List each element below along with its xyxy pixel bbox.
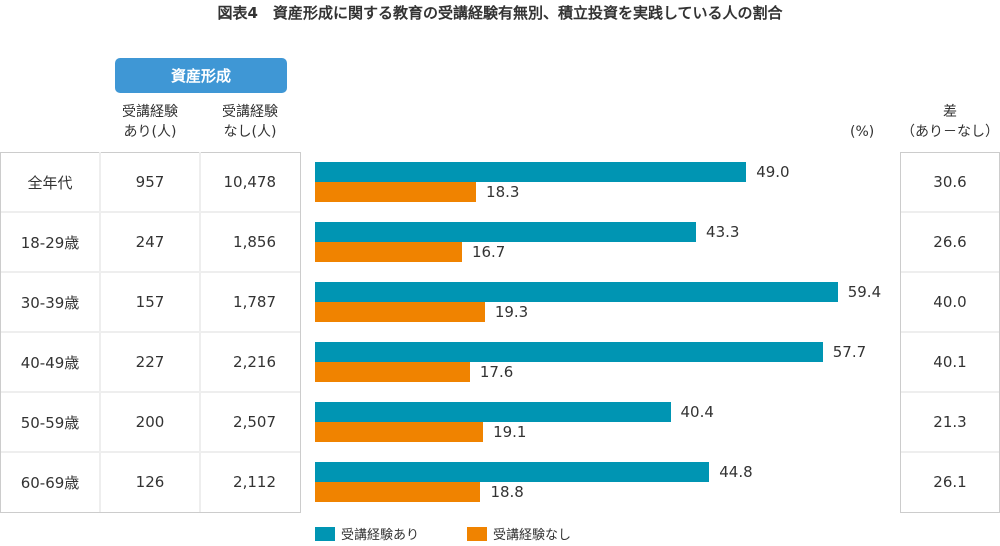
bar-label-with: 40.4 bbox=[680, 403, 714, 421]
bar-label-with: 57.7 bbox=[832, 343, 867, 361]
legend-swatch-with bbox=[315, 526, 335, 541]
bar-label-without: 18.8 bbox=[490, 483, 524, 501]
diff-cell: 26.1 bbox=[933, 473, 967, 491]
bar-label-without: 16.7 bbox=[471, 243, 506, 261]
legend-with: 受講経験あり bbox=[315, 524, 419, 543]
col-header-with-line1: 受講経験 bbox=[122, 104, 178, 120]
bar-without bbox=[315, 242, 462, 262]
unit-label: (%) bbox=[850, 124, 875, 140]
bar-label-with: 43.3 bbox=[706, 223, 740, 241]
col-header-without: 受講経験 なし(人) bbox=[200, 102, 300, 142]
diff-cell: 40.0 bbox=[933, 293, 967, 311]
group-header: 資産形成 bbox=[115, 58, 287, 93]
bar-without bbox=[315, 302, 485, 322]
diff-header: 差 （あり－なし） bbox=[900, 102, 1000, 142]
legend-label-without: 受講経験なし bbox=[493, 528, 572, 543]
n-with-cell: 157 bbox=[135, 293, 165, 311]
col-header-with: 受講経験 あり(人) bbox=[100, 102, 200, 142]
diff-header-line1: 差 bbox=[943, 104, 957, 120]
col-header-with-line2: あり(人) bbox=[123, 124, 177, 140]
bar-without bbox=[315, 482, 481, 502]
n-with-cell: 126 bbox=[135, 473, 165, 491]
col-header-without-line1: 受講経験 bbox=[222, 104, 278, 120]
bar-label-with: 44.8 bbox=[719, 463, 753, 481]
bar-without bbox=[315, 362, 470, 382]
age-cell: 50-59歳 bbox=[20, 413, 80, 432]
bar-label-without: 19.1 bbox=[493, 423, 527, 441]
n-without-cell: 2,507 bbox=[233, 413, 276, 431]
age-cell: 60-69歳 bbox=[20, 473, 80, 492]
row-divider bbox=[901, 451, 999, 453]
legend-label-with: 受講経験あり bbox=[341, 528, 420, 543]
n-with-cell: 227 bbox=[135, 353, 165, 371]
age-cell: 18-29歳 bbox=[20, 233, 80, 252]
n-with-cell: 200 bbox=[135, 413, 165, 431]
bar-with bbox=[315, 282, 838, 302]
left-table bbox=[0, 152, 301, 513]
row-divider bbox=[901, 271, 999, 273]
bar-without bbox=[315, 422, 484, 442]
chart-title: 図表4 資産形成に関する教育の受講経験有無別、積立投資を実践している人の割合 bbox=[217, 4, 783, 22]
diff-header-line2: （あり－なし） bbox=[901, 124, 999, 140]
bar-label-with: 49.0 bbox=[756, 163, 790, 181]
bar-label-without: 17.6 bbox=[479, 363, 514, 381]
n-without-cell: 1,856 bbox=[233, 233, 276, 251]
n-without-cell: 1,787 bbox=[233, 293, 276, 311]
bar-with bbox=[315, 462, 710, 482]
bar-label-without: 18.3 bbox=[486, 183, 520, 201]
bar-with bbox=[315, 162, 747, 182]
age-cell: 30-39歳 bbox=[20, 293, 80, 312]
bar-with bbox=[315, 342, 823, 362]
bar-label-with: 59.4 bbox=[847, 283, 882, 301]
n-without-cell: 10,478 bbox=[223, 173, 277, 191]
legend-without: 受講経験なし bbox=[467, 524, 571, 543]
diff-cell: 40.1 bbox=[933, 353, 967, 371]
n-without-cell: 2,112 bbox=[233, 473, 276, 491]
row-divider bbox=[901, 211, 999, 213]
row-divider bbox=[1, 451, 300, 453]
diff-cell: 21.3 bbox=[933, 413, 967, 431]
age-cell: 40-49歳 bbox=[20, 353, 80, 372]
row-divider bbox=[901, 331, 999, 333]
diff-cell: 26.6 bbox=[933, 233, 967, 251]
row-divider bbox=[1, 391, 300, 393]
n-with-cell: 957 bbox=[135, 173, 165, 191]
row-divider bbox=[1, 211, 300, 213]
row-divider bbox=[901, 391, 999, 393]
legend-swatch-without bbox=[467, 526, 487, 541]
n-with-cell: 247 bbox=[135, 233, 165, 251]
diff-cell: 30.6 bbox=[933, 173, 967, 191]
row-divider bbox=[1, 331, 300, 333]
col-header-without-line2: なし(人) bbox=[223, 124, 277, 140]
row-divider bbox=[1, 271, 300, 273]
age-cell: 全年代 bbox=[27, 173, 73, 192]
bar-with bbox=[315, 222, 697, 242]
bar-with bbox=[315, 402, 671, 422]
bar-label-without: 19.3 bbox=[494, 303, 529, 321]
bar-without bbox=[315, 182, 477, 202]
n-without-cell: 2,216 bbox=[233, 353, 276, 371]
